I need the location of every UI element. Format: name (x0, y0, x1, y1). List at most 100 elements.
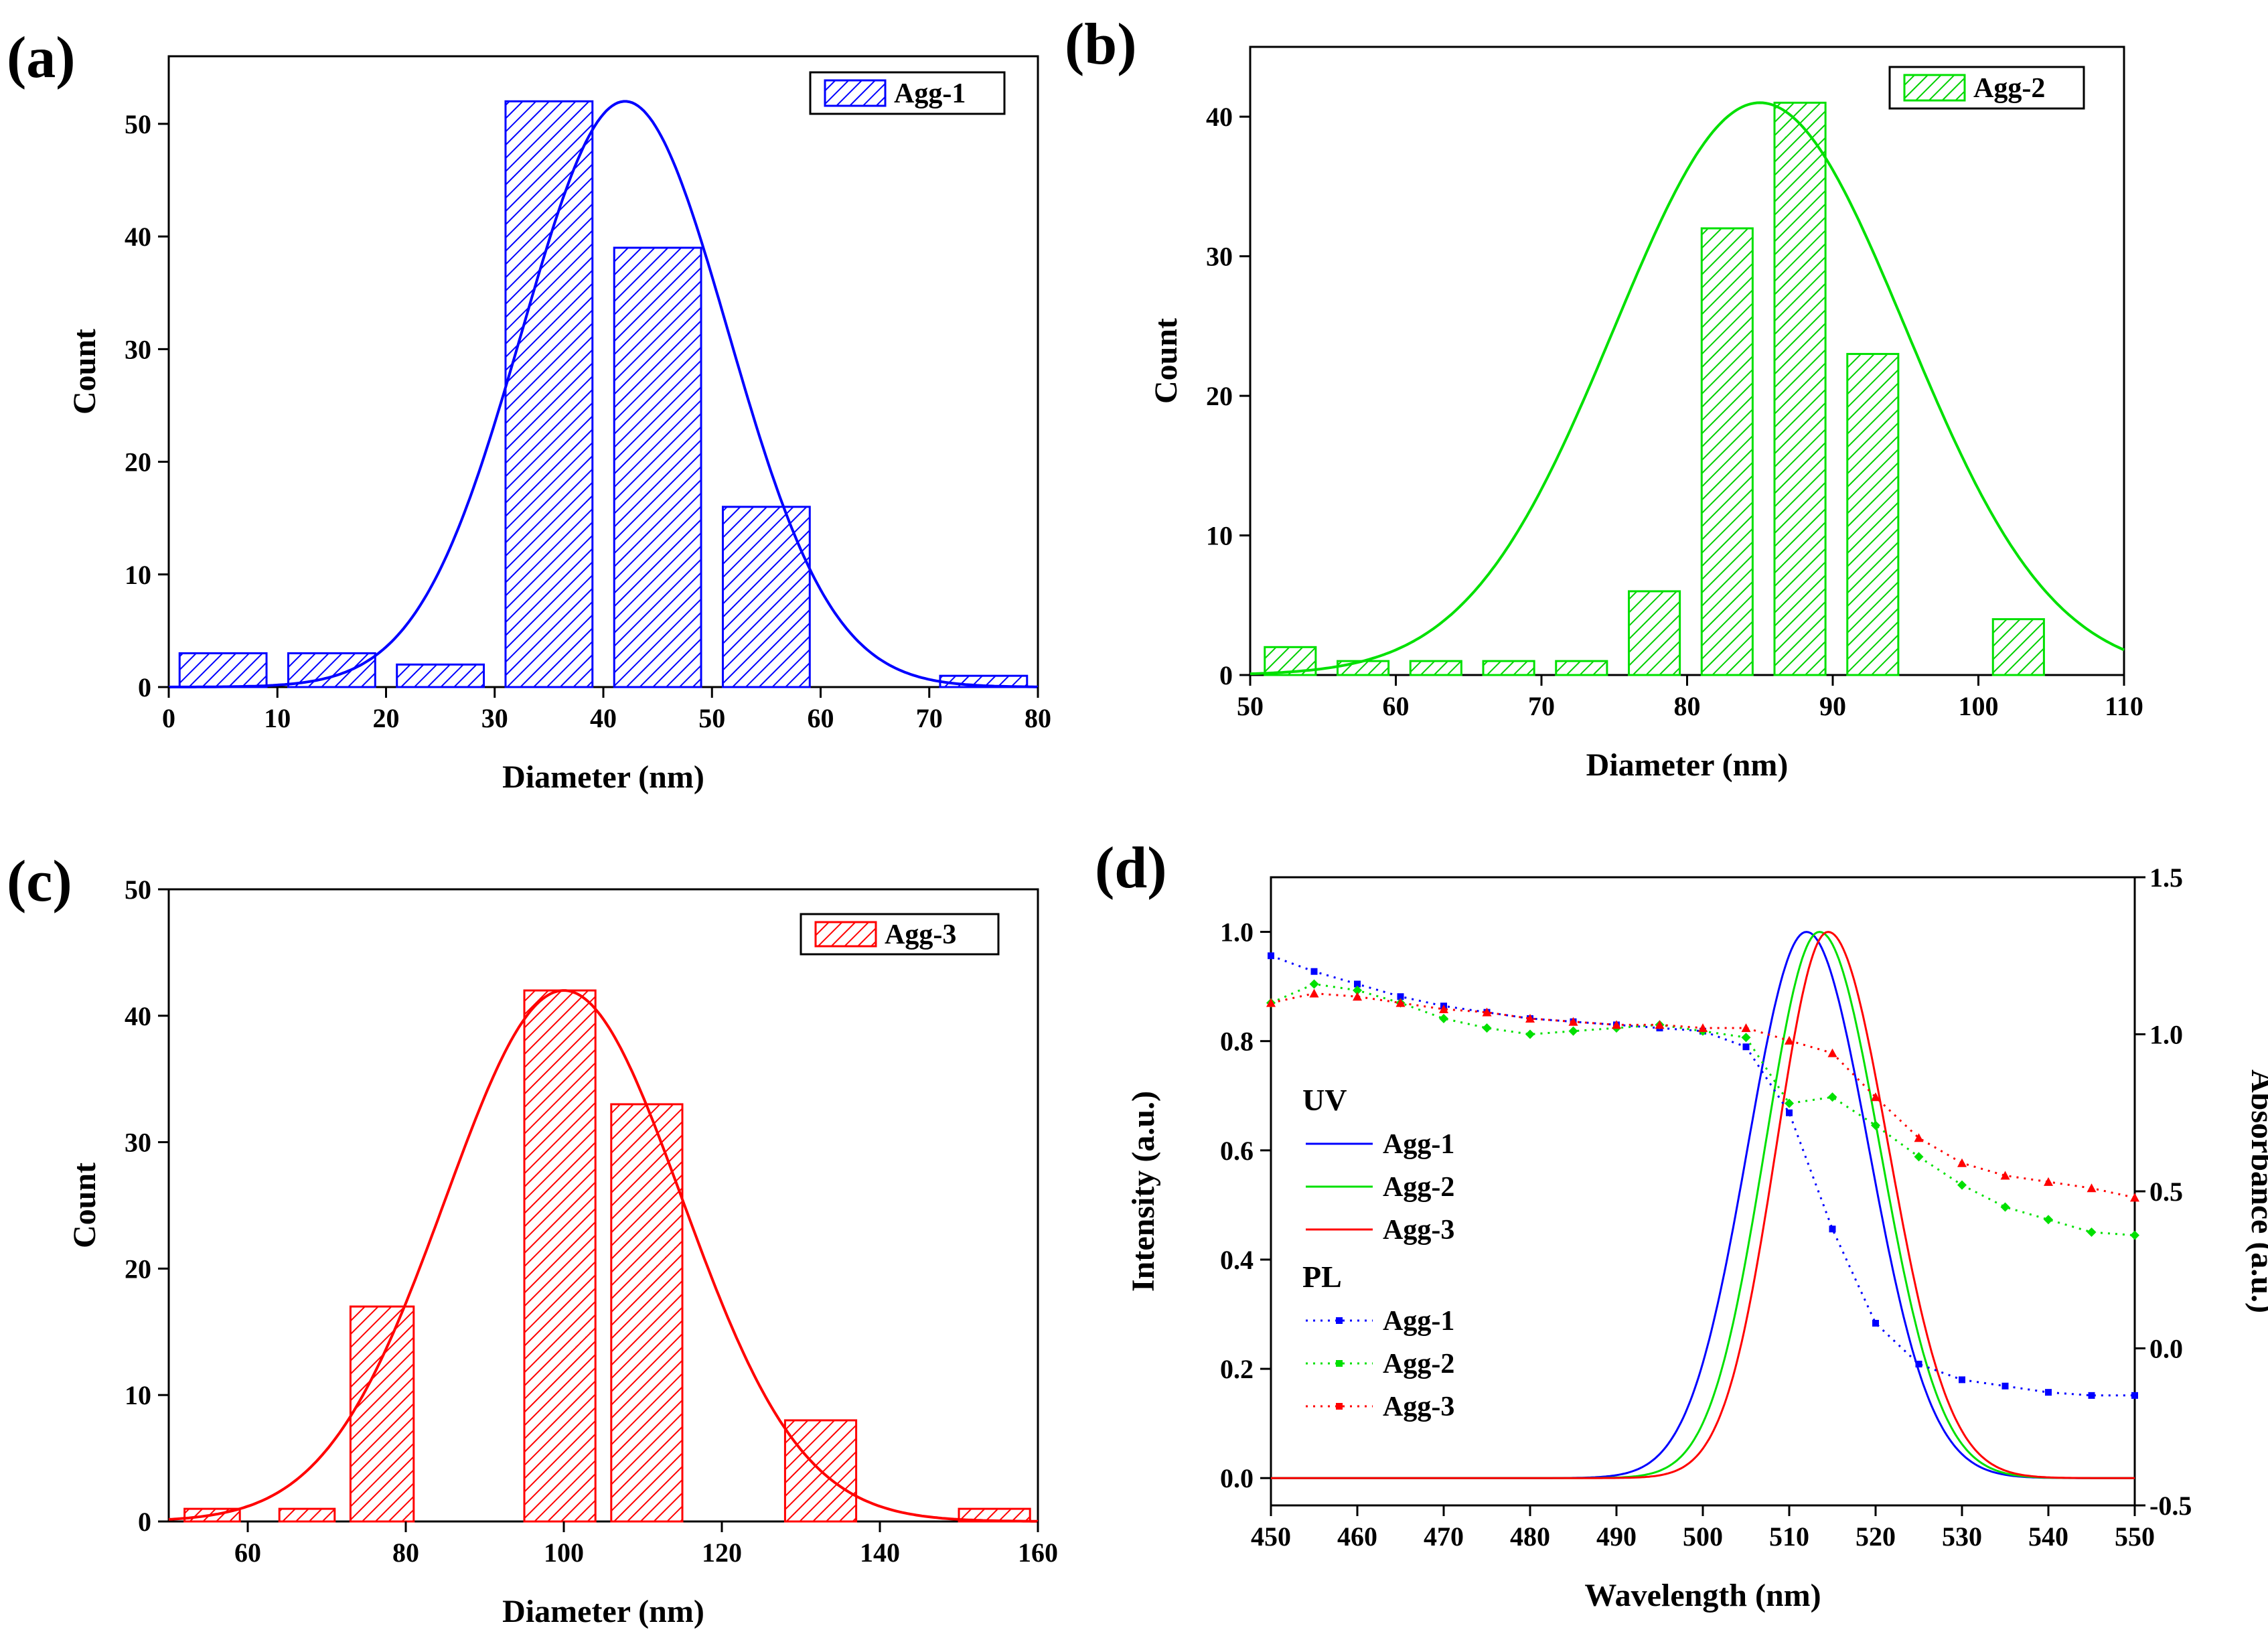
gaussian-fit-line (168, 989, 1038, 1523)
x-tick-label: 500 (1683, 1521, 1723, 1552)
pl-point (1397, 993, 1404, 1000)
histogram-bar (1409, 660, 1462, 676)
pl-point (1914, 1133, 1924, 1142)
pl-point (1482, 1023, 1492, 1033)
y-tick-label: 0.0 (1220, 1463, 1254, 1493)
panel-a: 0 10 20 30 40 50 60 70 80 0 10 20 30 40 50 Diameter (nm… (7, 25, 1051, 795)
x-tick-label: 80 (392, 1538, 419, 1568)
x-tick-label: 10 (264, 703, 291, 733)
pl-point (2044, 1215, 2053, 1225)
pl-point (1914, 1152, 1924, 1162)
pl-point (1309, 988, 1319, 998)
histogram-bar (1628, 590, 1681, 676)
y2-tick-label: 0.0 (2149, 1334, 2183, 1364)
x-tick-label: 50 (698, 703, 725, 733)
pl-point (1354, 980, 1361, 988)
x-tick-label: 100 (1959, 691, 1999, 721)
histogram-bar (523, 989, 597, 1523)
x-tick-label: 480 (1510, 1521, 1550, 1552)
y-tick-label: 10 (125, 1380, 151, 1410)
x-tick-label: 450 (1251, 1521, 1291, 1552)
pl-point (1742, 1043, 1750, 1051)
x-tick-label: 40 (590, 703, 617, 733)
pl-point (1871, 1120, 1880, 1130)
panel-d: 450 460 470 480 490 500 510 520 530 540 550 0.0 0.2 0… (1095, 836, 2268, 1613)
histogram-bar (1773, 101, 1827, 676)
x-tick-label: 540 (2028, 1521, 2068, 1552)
x-tick-label: 160 (1018, 1538, 1058, 1568)
histogram-bar (1482, 660, 1535, 676)
legend-label: Agg-2 (1383, 1172, 1454, 1203)
histogram-bar (349, 1305, 415, 1523)
legend-group-title: UV (1302, 1083, 1347, 1117)
x-tick-label: 530 (1942, 1521, 1982, 1552)
y-tick-label: 0.4 (1220, 1245, 1254, 1275)
y-tick-label: 40 (1206, 102, 1233, 132)
panel-c: 60 80 100 120 140 160 0 10 20 30 40 50 Diameter (nm)… (7, 849, 1058, 1629)
pl-point (1872, 1319, 1879, 1327)
y2-tick-label: 1.0 (2149, 1020, 2183, 1050)
legend-swatch (824, 79, 887, 107)
histogram-bar (1555, 660, 1608, 676)
legend-label: Agg-2 (1383, 1349, 1454, 1379)
pl-point (1439, 1014, 1448, 1024)
legend-label: Agg-1 (1383, 1306, 1454, 1337)
histogram-bar (1700, 227, 1754, 676)
pl-point (1829, 1225, 1836, 1233)
pl-point (1827, 1048, 1837, 1057)
pl-point (1310, 968, 1318, 975)
pl-point (2087, 1183, 2097, 1193)
plot-frame (167, 55, 1039, 688)
legend-label: Agg-1 (894, 78, 966, 109)
x-tick-label: 70 (916, 703, 943, 733)
pl-point (1871, 1092, 1880, 1102)
legend-swatch (814, 921, 877, 948)
x-tick-label: 90 (1819, 691, 1846, 721)
pl-point (1959, 1376, 1965, 1384)
y-tick-label: 40 (125, 222, 151, 252)
plot-frame (1249, 46, 2125, 676)
pl-point (1309, 979, 1319, 989)
y2-axis-title: Absorbance (a.u.) (2245, 1069, 2268, 1313)
legend-marker (1336, 1403, 1343, 1410)
y-tick-label: 10 (1206, 521, 1233, 551)
legend-marker (1336, 1317, 1343, 1324)
legend-label: Agg-1 (1383, 1129, 1454, 1160)
pl-point (1439, 1004, 1448, 1013)
pl-point (2045, 1389, 2052, 1396)
x-tick-label: 30 (481, 703, 508, 733)
pl-point (2130, 1193, 2139, 1202)
x-tick-label: 550 (2115, 1521, 2155, 1552)
y-tick-label: 0.2 (1220, 1354, 1254, 1384)
panel-label: (b) (1065, 12, 1137, 77)
x-tick-label: 140 (860, 1538, 900, 1568)
pl-point (1395, 998, 1406, 1007)
x-tick-label: 110 (2105, 691, 2143, 721)
legend-label: Agg-3 (885, 919, 956, 950)
y-tick-label: 50 (125, 875, 151, 905)
panel-label: (c) (7, 849, 72, 914)
pl-point (1741, 1033, 1751, 1043)
y-tick-label: 20 (125, 447, 151, 477)
y-tick-label: 20 (125, 1254, 151, 1284)
legend-label: Agg-2 (1973, 73, 2045, 104)
pl-point (1957, 1158, 1967, 1167)
pl-point (1698, 1023, 1708, 1033)
pl-point (1786, 1109, 1793, 1116)
x-tick-label: 50 (1237, 691, 1264, 721)
y-tick-label: 10 (125, 560, 151, 590)
pl-point (1957, 1180, 1967, 1190)
pl-point (2087, 1227, 2097, 1237)
pl-point (1915, 1360, 1922, 1367)
uv-series-line-3 (1271, 931, 2135, 1479)
x-tick-label: 60 (1383, 691, 1410, 721)
y2-tick-label: 1.5 (2149, 863, 2183, 893)
y-axis-title: Intensity (a.u.) (1126, 1091, 1161, 1292)
plot-frame (167, 888, 1039, 1523)
y-tick-label: 0 (138, 1507, 151, 1537)
pl-point (2000, 1171, 2010, 1180)
pl-point (1482, 1007, 1492, 1017)
panel-b: 50 60 70 80 90 100 110 0 10 20 30 40 Diameter (nm) Co… (1065, 12, 2143, 783)
y-tick-label: 30 (1206, 242, 1233, 272)
y-tick-label: 0.8 (1220, 1027, 1254, 1057)
